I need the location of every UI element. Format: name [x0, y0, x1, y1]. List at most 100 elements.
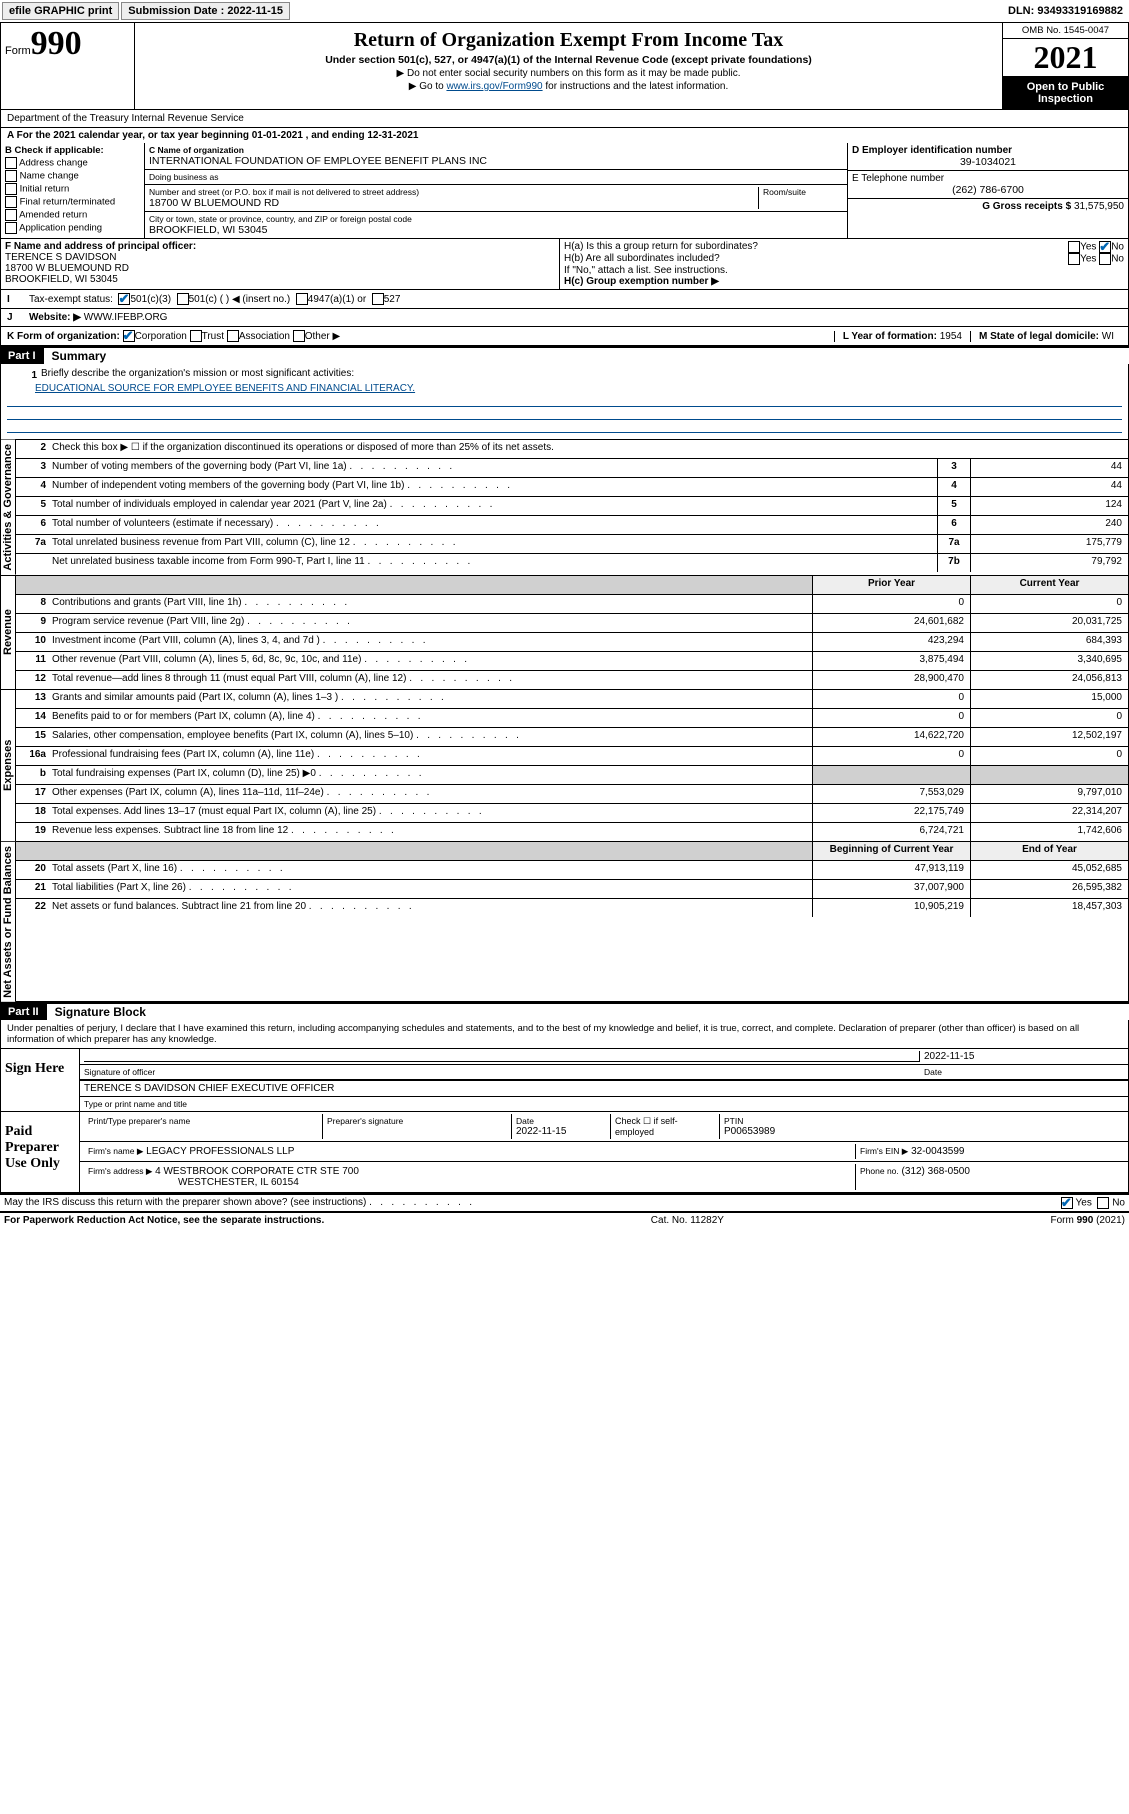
vtab-expenses: Expenses	[1, 690, 16, 841]
col-prior-year: Prior Year	[812, 576, 970, 594]
sig-name-label: Type or print name and title	[80, 1097, 1128, 1111]
table-row: 12Total revenue—add lines 8 through 11 (…	[16, 671, 1128, 689]
hb-note: If "No," attach a list. See instructions…	[564, 265, 1124, 276]
hb-yes[interactable]	[1068, 253, 1080, 265]
hc-label: H(c) Group exemption number ▶	[564, 276, 719, 287]
penalty-statement: Under penalties of perjury, I declare th…	[0, 1020, 1129, 1049]
omb-number: OMB No. 1545-0047	[1003, 23, 1128, 39]
table-netassets: Net Assets or Fund Balances Beginning of…	[0, 842, 1129, 1003]
part1-title: Summary	[44, 349, 107, 363]
table-revenue: Revenue Prior Year Current Year 8Contrib…	[0, 576, 1129, 690]
chk-initial-return[interactable]: Initial return	[5, 183, 140, 195]
vtab-governance: Activities & Governance	[1, 440, 16, 575]
b-label: B Check if applicable:	[5, 145, 140, 156]
table-row: 17Other expenses (Part IX, column (A), l…	[16, 785, 1128, 804]
chk-4947[interactable]	[296, 293, 308, 305]
mission-text[interactable]: EDUCATIONAL SOURCE FOR EMPLOYEE BENEFITS…	[35, 383, 415, 394]
chk-address-change[interactable]: Address change	[5, 157, 140, 169]
chk-final-return[interactable]: Final return/terminated	[5, 196, 140, 208]
l2-text: Check this box ▶ ☐ if the organization d…	[50, 440, 1128, 458]
irs-link[interactable]: www.irs.gov/Form990	[446, 81, 542, 92]
may-irs-row: May the IRS discuss this return with the…	[0, 1194, 1129, 1211]
table-row: 21Total liabilities (Part X, line 26)37,…	[16, 880, 1128, 899]
firm-phone-val: (312) 368-0500	[902, 1166, 970, 1177]
chk-trust[interactable]	[190, 330, 202, 342]
section-a: A For the 2021 calendar year, or tax yea…	[0, 128, 1129, 346]
form-note-link: ▶ Go to www.irs.gov/Form990 for instruct…	[139, 81, 998, 92]
header-right: OMB No. 1545-0047 2021 Open to Public In…	[1002, 23, 1128, 109]
table-row: 3Number of voting members of the governi…	[16, 459, 1128, 478]
ha-yes[interactable]	[1068, 241, 1080, 253]
efile-button[interactable]: efile GRAPHIC print	[2, 2, 119, 20]
prep-sig-label: Preparer's signature	[327, 1116, 507, 1126]
col-beginning: Beginning of Current Year	[812, 842, 970, 860]
chk-amended-return[interactable]: Amended return	[5, 209, 140, 221]
chk-corporation[interactable]	[123, 330, 135, 342]
street-label: Number and street (or P.O. box if mail i…	[149, 187, 758, 197]
may-irs-yes[interactable]	[1061, 1197, 1073, 1209]
prep-date-label: Date	[516, 1116, 606, 1126]
period-text: For the 2021 calendar year, or tax year …	[17, 130, 419, 141]
chk-501c[interactable]	[177, 293, 189, 305]
form-header: Form990 Return of Organization Exempt Fr…	[0, 23, 1129, 110]
topbar: efile GRAPHIC print Submission Date : 20…	[0, 0, 1129, 23]
table-row: 9Program service revenue (Part VIII, lin…	[16, 614, 1128, 633]
table-row: 18Total expenses. Add lines 13–17 (must …	[16, 804, 1128, 823]
open-to-public: Open to Public Inspection	[1003, 77, 1128, 109]
street-value: 18700 W BLUEMOUND RD	[149, 197, 758, 209]
table-row: bTotal fundraising expenses (Part IX, co…	[16, 766, 1128, 785]
sig-officer-label: Signature of officer	[84, 1067, 924, 1077]
l-label: L Year of formation:	[843, 331, 937, 342]
col-b-checkboxes: B Check if applicable: Address change Na…	[1, 143, 145, 238]
chk-application-pending[interactable]: Application pending	[5, 222, 140, 234]
e-label: E Telephone number	[852, 173, 1124, 184]
firm-addr1: 4 WESTBROOK CORPORATE CTR STE 700	[155, 1166, 359, 1177]
k-label: K Form of organization:	[7, 331, 120, 342]
city-value: BROOKFIELD, WI 53045	[149, 224, 843, 236]
form-number: 990	[31, 25, 82, 62]
table-row: 5Total number of individuals employed in…	[16, 497, 1128, 516]
m-label: M State of legal domicile:	[979, 331, 1099, 342]
table-governance: Activities & Governance 2Check this box …	[0, 440, 1129, 576]
firm-phone-label: Phone no.	[860, 1166, 899, 1176]
paid-preparer-label: Paid Preparer Use Only	[1, 1112, 80, 1192]
ha-no[interactable]	[1099, 241, 1111, 253]
table-row: 22Net assets or fund balances. Subtract …	[16, 899, 1128, 917]
chk-527[interactable]	[372, 293, 384, 305]
row-j-website: J Website: ▶ WWW.IFEBP.ORG	[1, 308, 1128, 326]
ein-value: 39-1034021	[852, 156, 1124, 168]
year-formation: 1954	[940, 331, 962, 342]
firm-name-label: Firm's name ▶	[88, 1146, 143, 1156]
col-current-year: Current Year	[970, 576, 1128, 594]
table-row: 7aTotal unrelated business revenue from …	[16, 535, 1128, 554]
phone-value: (262) 786-6700	[852, 184, 1124, 196]
ptin-label: PTIN	[724, 1116, 1120, 1126]
chk-name-change[interactable]: Name change	[5, 170, 140, 182]
table-row: 10Investment income (Part VIII, column (…	[16, 633, 1128, 652]
table-row: 4Number of independent voting members of…	[16, 478, 1128, 497]
officer-addr2: BROOKFIELD, WI 53045	[5, 274, 555, 285]
j-label: Website: ▶	[29, 312, 81, 323]
chk-association[interactable]	[227, 330, 239, 342]
cat-no: Cat. No. 11282Y	[651, 1215, 724, 1226]
form-subtitle: Under section 501(c), 527, or 4947(a)(1)…	[139, 54, 998, 66]
firm-ein-label: Firm's EIN ▶	[860, 1146, 908, 1156]
submission-date-button[interactable]: Submission Date : 2022-11-15	[121, 2, 290, 20]
col-end: End of Year	[970, 842, 1128, 860]
chk-other[interactable]	[293, 330, 305, 342]
pra-notice: For Paperwork Reduction Act Notice, see …	[4, 1215, 324, 1226]
table-row: 15Salaries, other compensation, employee…	[16, 728, 1128, 747]
chk-501c3[interactable]	[118, 293, 130, 305]
g-label: G Gross receipts $	[982, 201, 1071, 212]
dln-text: DLN: 93493319169882	[1008, 5, 1127, 17]
may-irs-no[interactable]	[1097, 1197, 1109, 1209]
sign-here-label: Sign Here	[1, 1049, 80, 1111]
col-c-org: C Name of organization INTERNATIONAL FOU…	[145, 143, 848, 238]
gross-receipts: 31,575,950	[1074, 201, 1124, 212]
hb-no[interactable]	[1099, 253, 1111, 265]
vtab-netassets: Net Assets or Fund Balances	[1, 842, 16, 1002]
footer: For Paperwork Reduction Act Notice, see …	[0, 1211, 1129, 1228]
f-label: F Name and address of principal officer:	[5, 241, 555, 252]
table-row: 11Other revenue (Part VIII, column (A), …	[16, 652, 1128, 671]
website-value: WWW.IFEBP.ORG	[84, 312, 168, 323]
